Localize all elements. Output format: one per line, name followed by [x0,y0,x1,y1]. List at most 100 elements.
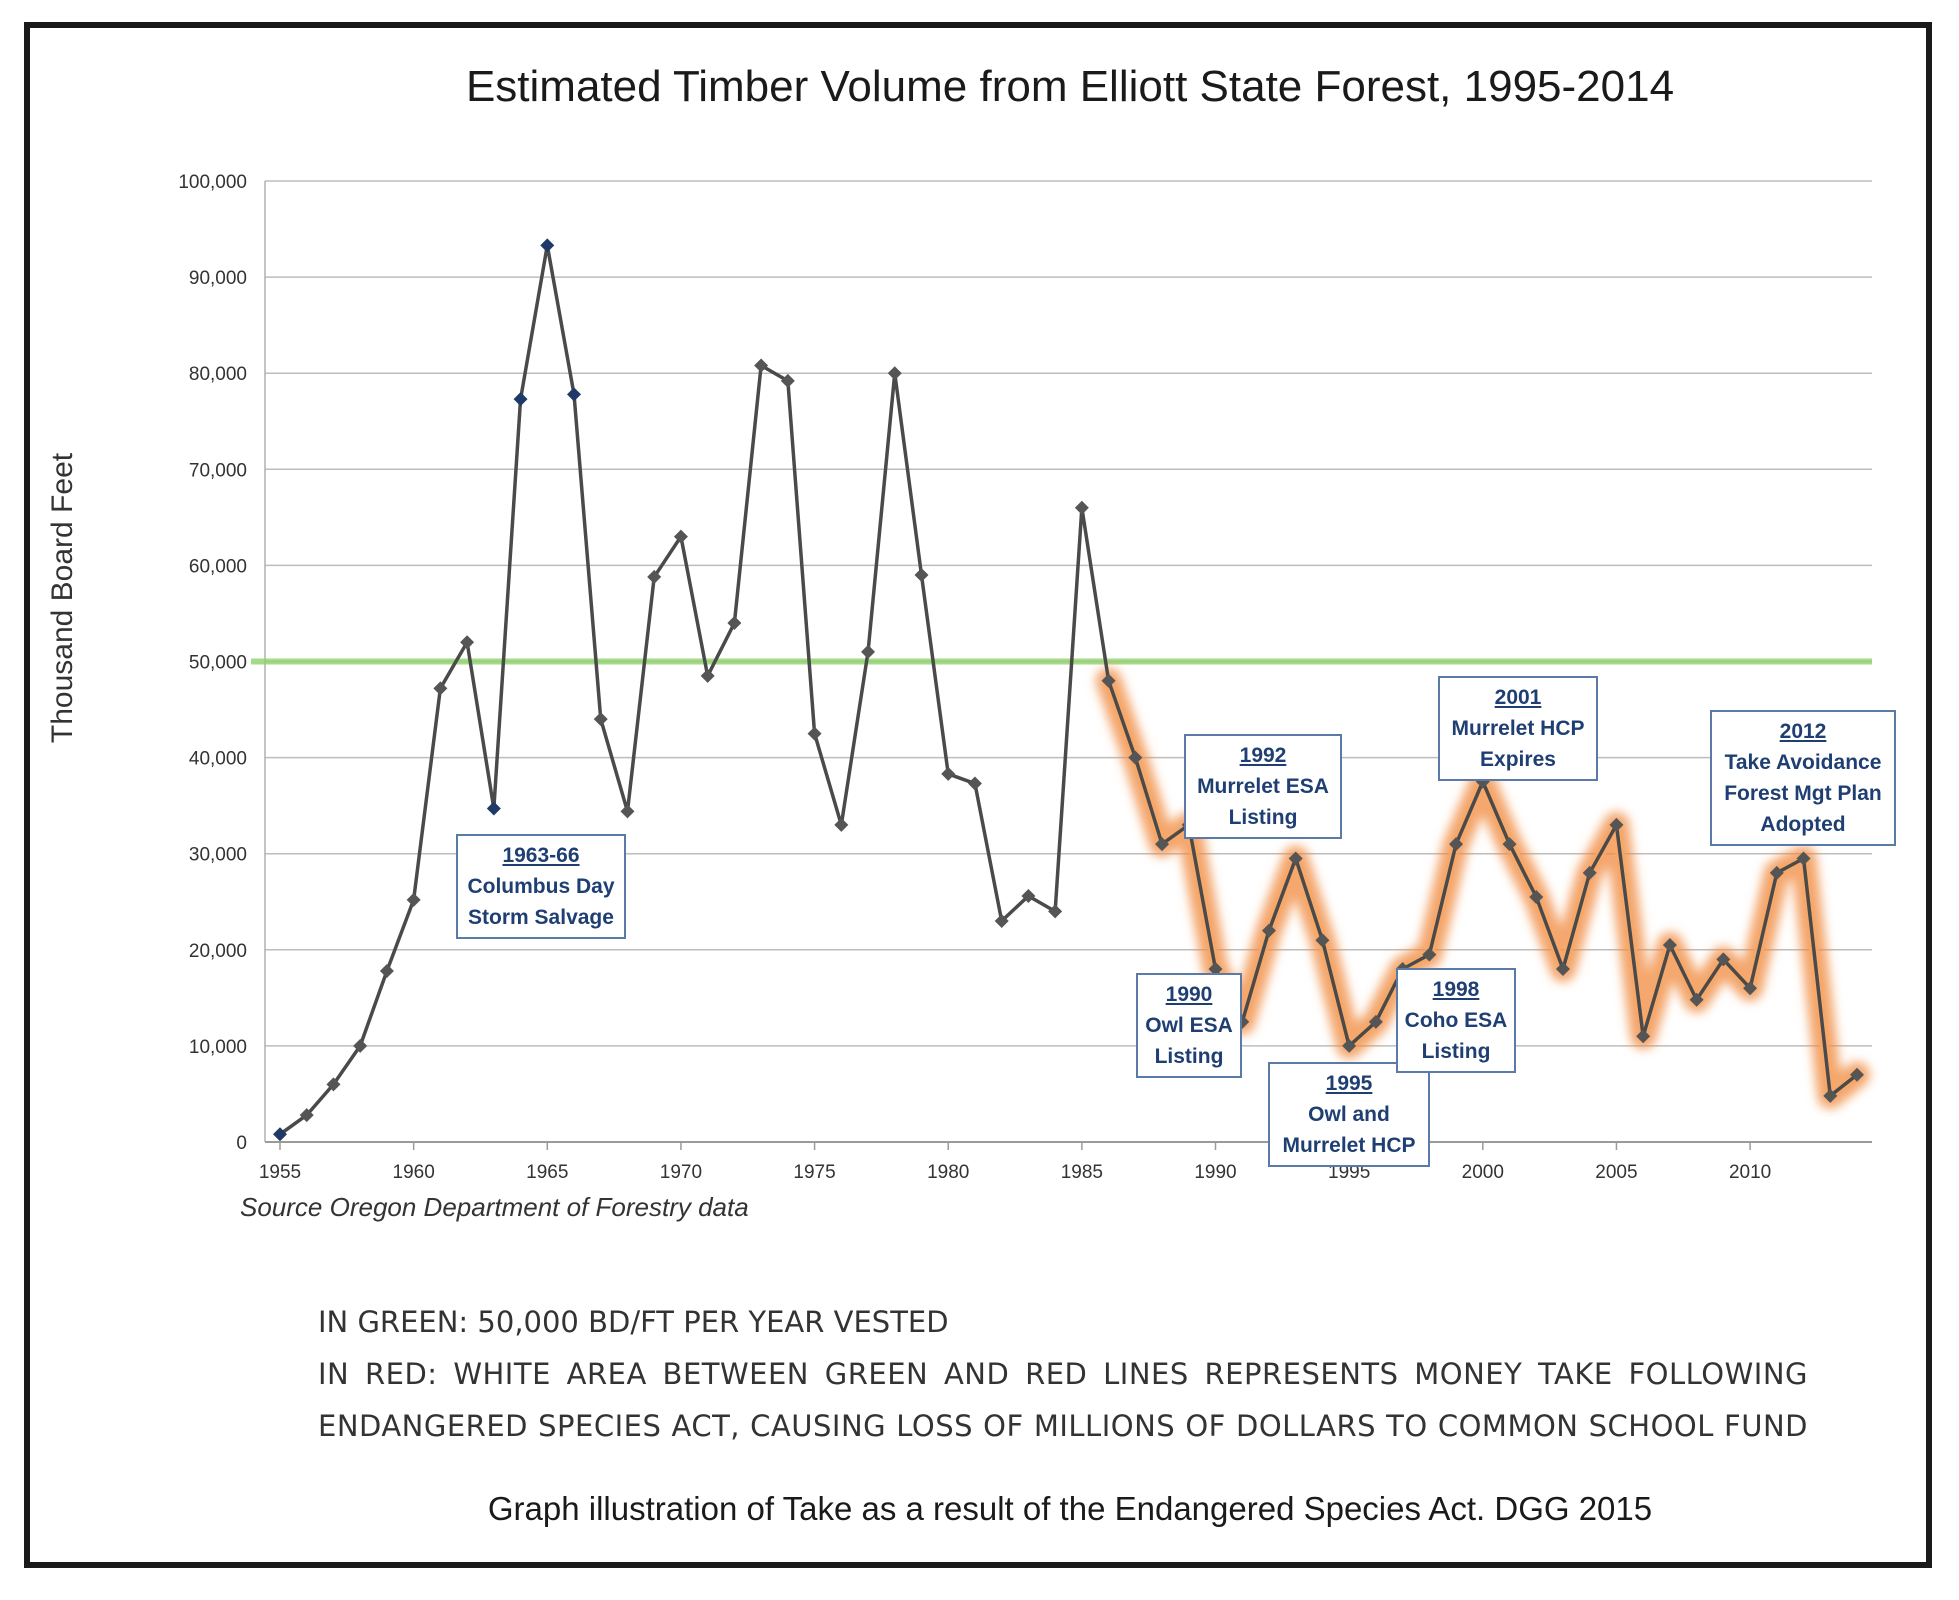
annotation-line: Forest Mgt Plan [1724,782,1882,805]
figure-caption: Graph illustration of Take as a result o… [487,1490,1653,1527]
data-point [460,635,475,650]
data-point [807,726,822,741]
annotation-line: Coho ESA [1404,1009,1508,1032]
y-axis-label: Thousand Board Feet [46,452,79,744]
annotation-line: Listing [1154,1045,1224,1068]
notes-block: IN GREEN: 50,000 BD/FT PER YEAR VESTED I… [318,1296,1808,1452]
data-point [1048,904,1063,919]
y-tick-label: 70,000 [189,460,247,481]
note-red-line-1: IN RED: WHITE AREA BETWEEN GREEN AND RED… [318,1357,1808,1391]
data-point [1716,952,1731,967]
annotation-1992: 1992 Murrelet ESA Listing [1184,734,1342,839]
data-point [834,817,849,832]
data-point [861,644,876,659]
data-point [353,1038,368,1053]
data-point [673,529,688,544]
data-point [1796,851,1811,866]
annotation-year: 2001 [1494,686,1542,709]
x-tick-label: 2000 [1462,1162,1504,1183]
series-line-group [278,243,1859,1136]
x-tick-label: 1970 [660,1162,702,1183]
y-tick-label: 90,000 [189,268,247,289]
data-point [486,801,501,816]
data-point [1422,947,1437,962]
y-tick-label: 10,000 [189,1037,247,1058]
y-tick-label: 100,000 [178,172,247,193]
data-point [433,681,448,696]
annotation-1995: 1995 Owl and Murrelet HCP [1268,1062,1430,1167]
x-tick-label: 1980 [927,1162,969,1183]
data-point [299,1108,314,1123]
data-point [887,366,902,381]
data-point [1689,992,1704,1007]
data-point [1315,933,1330,948]
x-tick-label: 1965 [526,1162,568,1183]
annotation-line: Columbus Day [467,875,615,898]
data-point [1288,851,1303,866]
annotation-year: 1998 [1432,978,1480,1001]
data-point [754,358,769,373]
annotation-line: Owl ESA [1145,1014,1233,1037]
series-line [278,243,1859,1136]
data-point [780,373,795,388]
data-point [326,1077,341,1092]
annotation-line: Listing [1421,1040,1491,1063]
annotation-2012: 2012 Take Avoidance Forest Mgt Plan Adop… [1710,710,1896,846]
data-point [1021,888,1036,903]
data-point [273,1127,287,1142]
y-tick-label: 40,000 [189,749,247,770]
data-point [567,387,582,402]
data-point [1743,981,1758,996]
data-point [1850,1067,1864,1082]
annotation-line: Murrelet ESA [1197,775,1329,798]
data-point [1636,1029,1651,1044]
data-point [1208,962,1223,977]
data-point [1582,865,1597,880]
data-point [1368,1014,1383,1029]
data-point [1609,817,1624,832]
data-point [1449,837,1464,852]
annotation-line: Murrelet HCP [1282,1134,1416,1157]
x-tick-label: 1975 [793,1162,835,1183]
y-tick-labels: 0 10,000 20,000 30,000 40,000 50,000 60,000 70,… [178,172,247,1154]
data-point [1529,889,1544,904]
data-point [1128,750,1143,765]
data-point [700,668,715,683]
data-point [994,913,1009,928]
chart-title: Estimated Timber Volume from Elliott Sta… [465,62,1675,111]
data-point [1823,1088,1838,1103]
annotation-year: 1995 [1325,1072,1373,1095]
annotation-line: Storm Salvage [468,906,614,929]
x-tick-label: 1990 [1194,1162,1236,1183]
data-point [1555,962,1570,977]
y-tick-label: 80,000 [189,364,247,385]
x-tick-label: 1960 [393,1162,435,1183]
x-tick-label: 2005 [1595,1162,1637,1183]
data-point [406,892,421,907]
data-point [540,238,555,253]
x-tick-label: 1955 [259,1162,301,1183]
annotation-line: Expires [1480,748,1556,771]
source-note: Source Oregon Department of Forestry dat… [240,1192,749,1222]
data-point [1342,1038,1357,1053]
y-tick-label: 0 [236,1133,247,1154]
data-point [967,776,982,791]
data-point [914,568,929,583]
note-red-line-2: ENDANGERED SPECIES ACT, CAUSING LOSS OF … [318,1409,1808,1443]
x-tick-label: 1995 [1328,1162,1370,1183]
x-tick-label: 1985 [1061,1162,1103,1183]
y-tick-label: 60,000 [189,556,247,577]
data-point [1769,865,1784,880]
x-tick-labels: 1955 1960 1965 1970 1975 1980 1985 1990 1995 2000… [259,1142,1771,1183]
annotation-line: Owl and [1308,1103,1390,1126]
data-point [379,963,394,978]
annotation-1998: 1998 Coho ESA Listing [1396,968,1516,1073]
data-point [941,766,956,781]
annotation-line: Adopted [1760,813,1846,836]
data-point [727,616,742,631]
annotation-1990: 1990 Owl ESA Listing [1136,973,1242,1078]
data-point [593,712,608,727]
annotation-line: Listing [1228,806,1298,829]
annotation-1963-66: 1963-66 Columbus Day Storm Salvage [456,834,626,939]
data-point [1261,923,1276,938]
